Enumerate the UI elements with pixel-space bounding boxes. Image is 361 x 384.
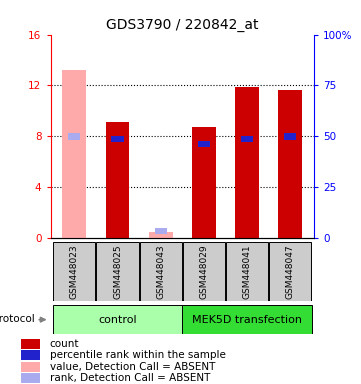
Bar (269, 242, 312, 301)
Text: percentile rank within the sample: percentile rank within the sample (50, 350, 226, 360)
Bar (235, 87, 259, 238)
Bar (106, 122, 129, 238)
Bar (183, 242, 225, 301)
Bar (149, 232, 173, 238)
Text: count: count (50, 339, 79, 349)
Bar (68, 133, 81, 139)
Bar (192, 127, 216, 238)
Bar (155, 228, 167, 234)
Title: GDS3790 / 220842_at: GDS3790 / 220842_at (106, 18, 258, 32)
Bar (112, 136, 123, 142)
Bar (241, 136, 253, 142)
Bar (53, 242, 95, 301)
Text: GSM448025: GSM448025 (113, 244, 122, 299)
Text: protocol: protocol (0, 314, 34, 324)
Bar (198, 141, 210, 147)
Text: GSM448029: GSM448029 (199, 244, 208, 299)
Bar (21, 339, 40, 349)
Text: GSM448041: GSM448041 (243, 244, 252, 299)
Bar (21, 362, 40, 372)
Text: rank, Detection Call = ABSENT: rank, Detection Call = ABSENT (50, 373, 210, 383)
Bar (284, 133, 296, 139)
Text: GSM448043: GSM448043 (156, 244, 165, 299)
Bar (96, 242, 139, 301)
Text: MEK5D transfection: MEK5D transfection (192, 314, 302, 325)
Text: GSM448023: GSM448023 (70, 244, 79, 299)
Bar (62, 70, 86, 238)
Bar (278, 90, 302, 238)
Text: control: control (98, 314, 137, 325)
Bar (226, 242, 268, 301)
Bar (21, 350, 40, 360)
Bar (140, 242, 182, 301)
Text: GSM448047: GSM448047 (286, 244, 295, 299)
Text: value, Detection Call = ABSENT: value, Detection Call = ABSENT (50, 362, 215, 372)
Bar (21, 373, 40, 383)
Bar (53, 305, 182, 334)
Bar (182, 305, 312, 334)
